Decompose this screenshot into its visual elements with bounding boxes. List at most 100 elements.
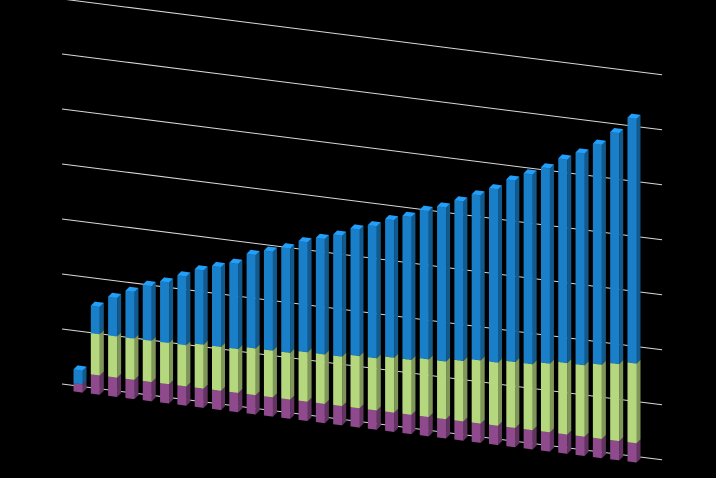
bar-front [506, 426, 516, 448]
bar-front [454, 200, 464, 361]
bar-front [367, 409, 377, 430]
bar-front [212, 265, 221, 347]
bar-segment-s2-29 [558, 359, 572, 435]
bar-front [263, 250, 273, 351]
bar-segment-s2-24 [471, 356, 485, 424]
bar-segment-s1-29 [558, 430, 572, 454]
bar-side [480, 191, 485, 361]
bar-front [73, 369, 83, 385]
bar-stack-2 [90, 301, 104, 395]
bar-side [134, 334, 139, 380]
bar-side [549, 359, 554, 433]
bar-front [506, 179, 516, 363]
bar-stack-4 [125, 286, 139, 400]
bar-front [489, 361, 498, 426]
bar-stack-12 [263, 246, 277, 417]
bar-side [186, 341, 191, 387]
bar-front [575, 435, 585, 457]
bar-front [489, 188, 498, 363]
bar-front [523, 363, 533, 431]
bar-top-cap [575, 148, 589, 154]
bar-segment-s2-14 [298, 348, 312, 402]
bar-side [324, 350, 329, 404]
bar-front [125, 337, 135, 380]
bar-front [263, 349, 273, 398]
bar-segment-s3-5 [142, 281, 156, 341]
bar-top-cap [454, 196, 468, 202]
bar-segment-s3-28 [540, 164, 554, 364]
bar-top-cap [125, 286, 139, 292]
bar-segment-s2-20 [402, 355, 416, 415]
bar-front [471, 359, 481, 424]
bar-side [117, 373, 122, 397]
bar-side [255, 344, 260, 396]
bar-side [619, 437, 624, 461]
bar-side [99, 371, 104, 395]
bar-segment-s1-12 [263, 393, 277, 417]
bar-segment-s2-16 [333, 352, 347, 407]
bar-segment-s2-28 [540, 359, 554, 433]
bar-front [419, 415, 429, 437]
bar-front [402, 358, 412, 415]
bar-segment-s1-13 [281, 395, 295, 419]
bar-side [359, 225, 364, 357]
bar-front [592, 143, 602, 365]
bar-front [489, 424, 498, 446]
bar-segment-s2-12 [263, 346, 277, 398]
bar-top-cap [437, 202, 451, 208]
bar-stack-18 [367, 221, 381, 430]
bar-side [376, 406, 381, 430]
bar-side [359, 404, 364, 428]
bar-front [350, 228, 360, 357]
bar-segment-s2-22 [437, 357, 451, 420]
bar-segment-s3-26 [506, 176, 520, 363]
bar-top-cap [402, 211, 416, 217]
bar-stack-31 [592, 139, 606, 459]
bar-front [315, 402, 325, 424]
bar-top-cap [540, 163, 554, 169]
bar-side [601, 434, 606, 459]
bar-segment-s3-32 [610, 129, 624, 365]
bar-front [385, 356, 395, 413]
bar-front [229, 347, 239, 394]
bar-side [376, 354, 381, 411]
bar-front [385, 219, 395, 358]
bar-top-cap [315, 233, 329, 239]
bar-segment-s3-17 [350, 225, 364, 357]
bar-side [463, 417, 468, 441]
bar-side [255, 250, 260, 349]
bar-front [194, 269, 204, 345]
gridline-6 [61, 53, 663, 131]
bar-front [212, 345, 221, 391]
bar-side [446, 357, 451, 420]
bar-segment-s1-17 [350, 404, 364, 428]
bar-front [610, 131, 620, 365]
bar-side [290, 244, 295, 353]
bar-segment-s1-11 [246, 391, 260, 415]
bar-top-cap [246, 249, 260, 255]
bar-stack-15 [315, 233, 329, 424]
bar-segment-s1-27 [523, 426, 537, 450]
bar-side [82, 366, 87, 385]
bar-stack-10 [229, 258, 243, 413]
bar-segment-s1-20 [402, 410, 416, 435]
bar-stack-22 [437, 202, 451, 439]
bar-side [151, 281, 156, 341]
bar-segment-s1-2 [90, 371, 104, 395]
bar-segment-s3-25 [489, 185, 502, 363]
bar-front [454, 420, 464, 441]
bar-stack-17 [350, 224, 364, 428]
bar-segment-s1-9 [212, 386, 225, 411]
bar-segment-s1-5 [142, 378, 156, 402]
bar-segment-s1-22 [437, 415, 451, 439]
bar-side [307, 397, 312, 422]
bar-stack-9 [212, 261, 225, 411]
bar-side [342, 352, 347, 407]
bar-side [307, 238, 312, 353]
bar-front [108, 376, 118, 397]
bar-top-cap [263, 246, 277, 252]
bar-side [99, 302, 104, 335]
bar-side [376, 222, 381, 359]
bar-segment-s2-2 [90, 330, 104, 376]
